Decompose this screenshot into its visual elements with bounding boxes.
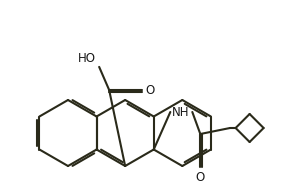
Text: O: O — [145, 84, 154, 97]
Text: NH: NH — [172, 105, 190, 119]
Text: HO: HO — [78, 52, 96, 65]
Text: O: O — [196, 171, 205, 184]
